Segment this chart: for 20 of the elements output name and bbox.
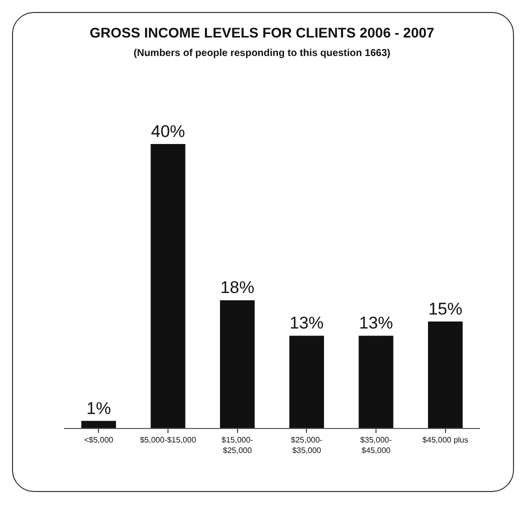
- data-label: 40%: [150, 122, 186, 141]
- data-label: 18%: [220, 278, 254, 298]
- data-label: 1%: [86, 398, 111, 418]
- x-tick-label: $35,000- $45,000: [360, 436, 392, 455]
- bar: [358, 336, 394, 428]
- data-label: 13%: [290, 314, 324, 333]
- bar: [150, 144, 186, 428]
- bar: [81, 420, 116, 428]
- data-label: 15%: [428, 300, 462, 318]
- chart-title: GROSS INCOME LEVELS FOR CLIENTS 2006 - 2007: [90, 24, 435, 41]
- x-tick-label: $5,000-$15,000: [140, 436, 197, 445]
- chart-subtitle: (Numbers of people responding to this question 1663): [134, 48, 390, 59]
- bar: [220, 300, 255, 428]
- x-tick-label: <$5,000: [84, 436, 114, 445]
- x-tick-label: $15,000- $25,000: [222, 436, 254, 455]
- x-tick-label: $45,000 plus: [422, 436, 468, 445]
- x-tick-label: $25,000- $35,000: [290, 436, 323, 455]
- bar: [428, 322, 463, 428]
- bar: [289, 336, 324, 428]
- data-label: 13%: [358, 314, 394, 333]
